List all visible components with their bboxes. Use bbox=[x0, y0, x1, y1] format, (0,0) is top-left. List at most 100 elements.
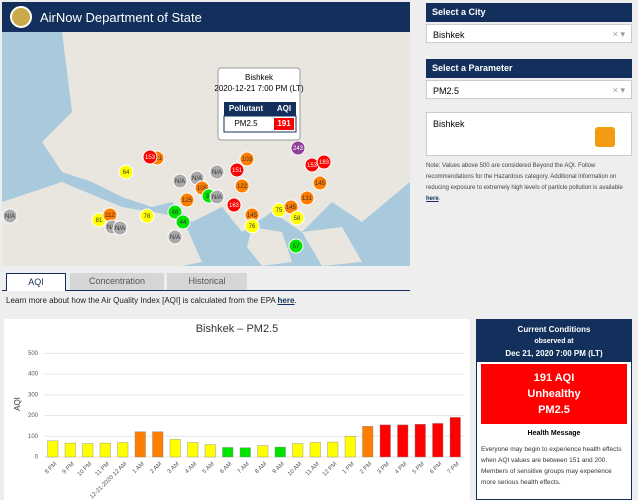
map-marker[interactable]: 131 bbox=[300, 191, 314, 205]
map-marker[interactable]: 151 bbox=[230, 163, 244, 177]
conditions-aqi: 191 AQI bbox=[481, 370, 627, 386]
marker-label: 76 bbox=[249, 224, 256, 230]
x-tick-label: 6 PM bbox=[429, 461, 443, 475]
seal-icon bbox=[10, 6, 32, 28]
y-tick-label: 500 bbox=[28, 351, 39, 357]
map-marker[interactable]: 64 bbox=[119, 165, 133, 179]
x-tick-label: 2 PM bbox=[359, 461, 373, 475]
bar bbox=[118, 442, 129, 457]
x-tick-label: 10 AM bbox=[287, 461, 303, 477]
map-marker[interactable]: 58 bbox=[290, 211, 304, 225]
marker-label: 145 bbox=[286, 205, 297, 211]
map-marker[interactable]: 243 bbox=[291, 141, 305, 155]
x-tick-label: 9 AM bbox=[272, 461, 286, 475]
parameter-label: Select a Parameter bbox=[426, 59, 632, 78]
x-tick-label: 4 PM bbox=[394, 461, 408, 475]
bar bbox=[380, 425, 391, 457]
map-marker[interactable]: 125 bbox=[180, 193, 194, 207]
marker-label: 81 bbox=[96, 218, 103, 224]
map-marker[interactable]: N/A bbox=[168, 230, 182, 244]
x-tick-label: 3 AM bbox=[167, 461, 181, 475]
health-text: Everyone may begin to experience health … bbox=[481, 444, 627, 488]
x-tick-label: 5 PM bbox=[412, 461, 426, 475]
x-tick-label: 8 AM bbox=[254, 461, 268, 475]
map-marker[interactable]: N/A bbox=[210, 165, 224, 179]
map-marker[interactable]: 78 bbox=[140, 209, 154, 223]
marker-label: 75 bbox=[276, 208, 283, 214]
map-marker[interactable]: N/A bbox=[113, 221, 127, 235]
map-marker[interactable]: 76 bbox=[245, 219, 259, 233]
bar bbox=[205, 445, 216, 457]
map-marker[interactable]: 57 bbox=[289, 239, 303, 253]
marker-label: N/A bbox=[212, 195, 222, 201]
map[interactable]: 6481112N/AN/A784844N/AN/AN/A105125121153… bbox=[2, 32, 410, 266]
learn-more: Learn more about how the Air Quality Ind… bbox=[6, 296, 297, 305]
bar bbox=[258, 446, 269, 457]
map-marker[interactable]: 44 bbox=[176, 215, 190, 229]
marker-label: 112 bbox=[105, 213, 115, 219]
popup: Bishkek 2020-12-21 7:00 PM (LT) Pollutan… bbox=[214, 68, 304, 140]
conditions-time: Dec 21, 2020 7:00 PM (LT) bbox=[477, 348, 631, 360]
bar bbox=[293, 444, 304, 457]
city-select[interactable]: Bishkek bbox=[426, 24, 632, 43]
map-marker[interactable]: 145 bbox=[313, 176, 327, 190]
learn-more-end: . bbox=[294, 296, 296, 305]
map-marker[interactable]: 163 bbox=[227, 198, 241, 212]
aqi-box: 191 AQI Unhealthy PM2.5 bbox=[481, 364, 627, 424]
conditions-pollutant: PM2.5 bbox=[481, 402, 627, 418]
map-marker[interactable]: N/A bbox=[3, 209, 17, 223]
marker-label: N/A bbox=[170, 235, 180, 241]
x-tick-label: 6 AM bbox=[219, 461, 233, 475]
parameter-select[interactable]: PM2.5 bbox=[426, 80, 632, 99]
conditions-header: Current Conditions observed at Dec 21, 2… bbox=[477, 320, 631, 362]
marker-label: 183 bbox=[319, 160, 330, 166]
bar bbox=[415, 424, 426, 457]
popup-aqi: 191 bbox=[277, 119, 291, 128]
note-text: Note: Values above 500 are considered Be… bbox=[426, 163, 623, 191]
map-marker[interactable]: 183 bbox=[317, 155, 331, 169]
city-label: Select a City bbox=[426, 3, 632, 22]
bar bbox=[398, 425, 409, 457]
marker-label: 64 bbox=[123, 170, 130, 176]
note-link[interactable]: here bbox=[426, 196, 439, 202]
marker-label: 243 bbox=[293, 146, 304, 152]
bar bbox=[310, 442, 321, 457]
popup-time: 2020-12-21 7:00 PM (LT) bbox=[214, 84, 304, 93]
x-tick-label: 11 AM bbox=[305, 461, 321, 477]
header: AirNow Department of State bbox=[2, 2, 410, 32]
rss-icon[interactable] bbox=[595, 127, 615, 147]
marker-label: 131 bbox=[302, 196, 313, 202]
conditions-panel: Current Conditions observed at Dec 21, 2… bbox=[476, 319, 632, 500]
tab[interactable]: Concentration bbox=[70, 273, 164, 290]
x-tick-label: 3 PM bbox=[377, 461, 391, 475]
bar bbox=[223, 447, 234, 457]
map-marker[interactable]: 103 bbox=[240, 152, 254, 166]
marker-label: 125 bbox=[182, 198, 193, 204]
chart: Bishkek – PM2.5 AQI 01002003004005008 PM… bbox=[4, 319, 470, 500]
bar bbox=[363, 426, 374, 457]
x-tick-label: 1 AM bbox=[132, 461, 146, 475]
map-marker[interactable]: 153 bbox=[143, 150, 157, 164]
tab[interactable]: Historical bbox=[167, 273, 247, 290]
marker-label: N/A bbox=[212, 170, 222, 176]
conditions-observed: observed at bbox=[477, 336, 631, 348]
learn-more-link[interactable]: here bbox=[278, 296, 295, 305]
marker-label: 44 bbox=[180, 220, 187, 226]
x-tick-label: 4 AM bbox=[184, 461, 198, 475]
popup-col: AQI bbox=[277, 104, 291, 113]
bar bbox=[240, 448, 251, 457]
map-marker[interactable]: N/A bbox=[173, 174, 187, 188]
y-tick-label: 0 bbox=[35, 455, 39, 461]
bar bbox=[433, 423, 444, 457]
tab[interactable]: AQI bbox=[6, 273, 66, 291]
x-tick-label: 1 PM bbox=[342, 461, 356, 475]
bar bbox=[275, 447, 286, 457]
map-marker[interactable]: 122 bbox=[235, 179, 249, 193]
health-title: Health Message bbox=[477, 430, 631, 437]
map-marker[interactable]: N/A bbox=[210, 190, 224, 204]
marker-label: 58 bbox=[294, 216, 301, 222]
marker-label: 103 bbox=[242, 157, 253, 163]
y-tick-label: 400 bbox=[28, 372, 39, 378]
bar bbox=[100, 443, 111, 457]
